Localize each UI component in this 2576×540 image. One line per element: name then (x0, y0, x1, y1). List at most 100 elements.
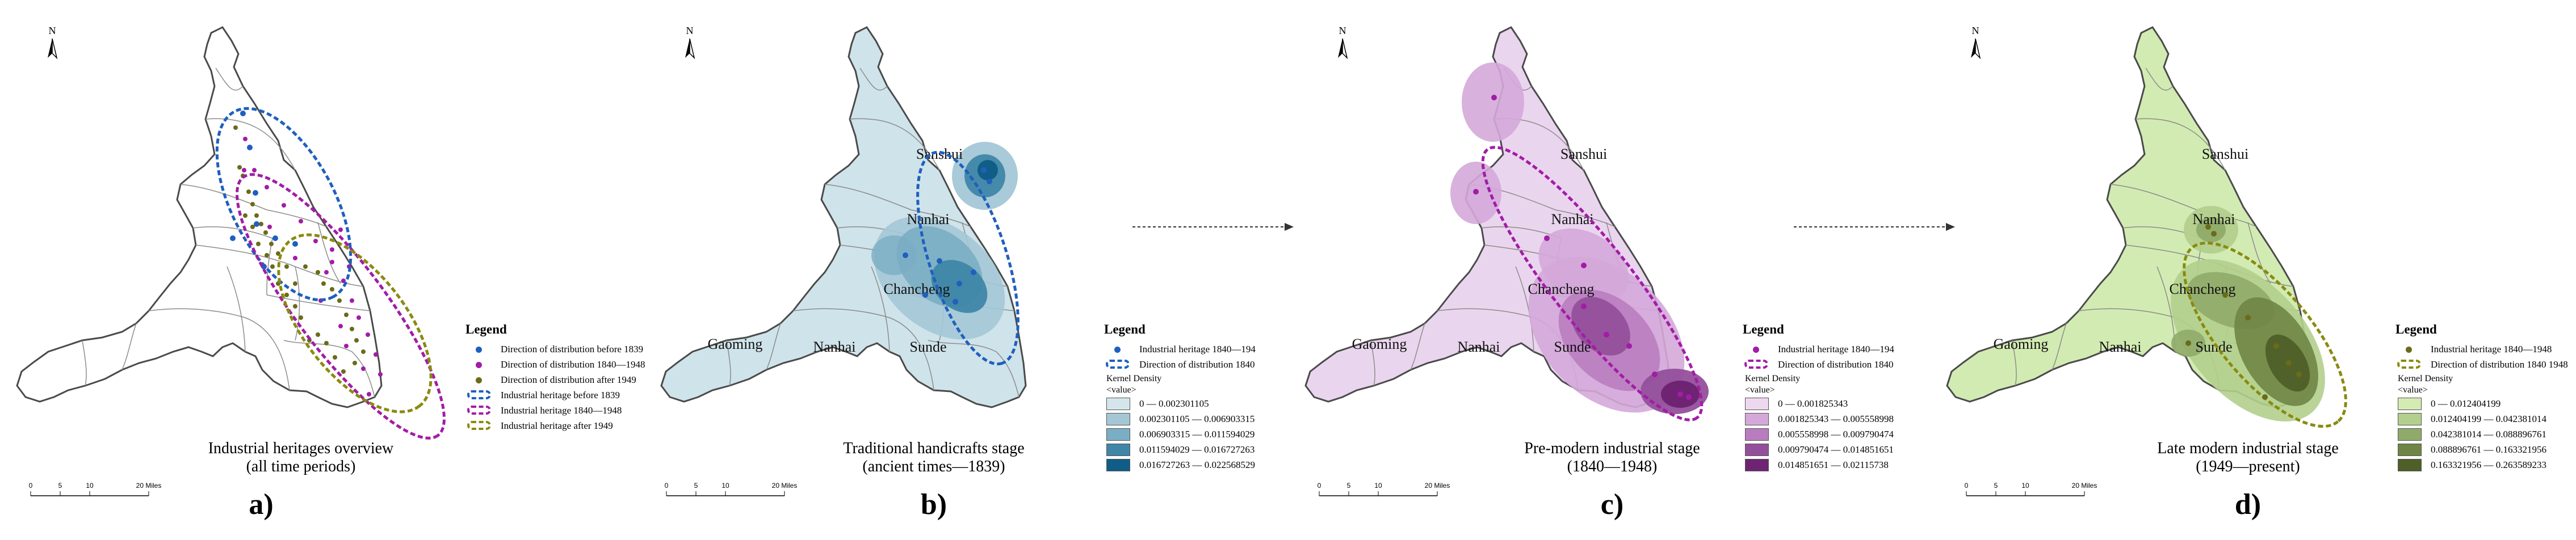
district-boundary (2135, 118, 2226, 171)
heritage-point (330, 260, 334, 264)
legend-ramp-label: 0.014851651 — 0.02115738 (1778, 459, 1889, 470)
heritage-point (367, 392, 371, 396)
panel-d-latemodern: N Sanshui Nanhai Chancheng Gaoming Nanhai Sund… (1930, 0, 2576, 540)
scale-tick-label: 0 (665, 482, 669, 490)
legend-item-label: Direction of distribution 1840 1948 (2431, 358, 2568, 370)
heritage-point (240, 111, 246, 116)
heritage-point (265, 253, 269, 258)
caption-line-2: (ancient times—1839) (862, 458, 1005, 475)
scale-tick-label: 0 (29, 482, 33, 490)
legend-item-label: Industrial heritage 1840—194 (1139, 343, 1256, 355)
district-boundary (726, 340, 731, 386)
legend-ramp-item: 0 — 0.001825343 (1743, 396, 1894, 411)
heritage-point (2211, 231, 2217, 237)
overlay-c (1473, 95, 1704, 421)
scale-tick-label: 10 (2021, 482, 2029, 490)
place-label: Sunde (910, 339, 947, 355)
district-boundary (205, 118, 296, 171)
district-boundary (792, 308, 934, 391)
kd-title: Kernel Density (1745, 374, 1801, 383)
scale-tick-label: 5 (694, 482, 698, 490)
north-label: N (1339, 25, 1346, 36)
heritage-point (350, 298, 354, 303)
legend-swatch (1743, 443, 1771, 457)
legend-ramp-label: 0.163321956 — 0.263589233 (2431, 459, 2546, 470)
heritage-point (953, 299, 958, 305)
heritage-point (374, 352, 378, 357)
district-boundary (283, 340, 375, 398)
heritage-point (265, 185, 269, 189)
panel-d-legend: Legend Industrial heritage 1840—1948 Dire… (2395, 322, 2568, 472)
direction-ellipse-after-1949 (277, 233, 433, 414)
legend-ramp-label: 0.006903315 — 0.011594029 (1139, 428, 1255, 440)
legend-item-label: Direction of distribution 1840 (1139, 358, 1255, 370)
panel-c-legend: Legend Industrial heritage 1840—194 Direc… (1743, 322, 1894, 472)
north-arrow-right (1342, 38, 1348, 60)
legend-item: Direction of distribution 1840 (1743, 357, 1894, 372)
district-boundary (295, 266, 300, 341)
legend-item: Direction of distribution 1840 1948 (2395, 357, 2568, 372)
kd-value: <value> (2398, 385, 2428, 395)
legend-item: Direction of distribution 1840 (1104, 357, 1256, 372)
heritage-point (316, 270, 320, 275)
heritage-point (922, 292, 928, 298)
legend-ramp-item: 0.009790474 — 0.014851651 (1743, 442, 1894, 457)
legend-ramp-item: 0 — 0.012404199 (2395, 396, 2568, 411)
legend-ramp-label: 0 — 0.001825343 (1778, 398, 1848, 409)
legend-ramp-item: 0.014851651 — 0.02115738 (1743, 457, 1894, 472)
heritage-point (2222, 292, 2228, 298)
heritage-point (956, 281, 962, 286)
kd-zone (871, 235, 917, 275)
scale-tick-label: 10 (86, 482, 94, 490)
north-arrow-left (1338, 39, 1342, 58)
legend-item-label: Direction of distribution before 1839 (501, 343, 644, 355)
district-boundary (266, 238, 273, 296)
heritage-point (2205, 224, 2211, 230)
heritage-point (242, 168, 246, 172)
place-label: Gaoming (1352, 336, 1407, 352)
legend-item: Industrial heritage before 1839 (465, 387, 645, 403)
heritage-point (259, 222, 263, 226)
heritage-point (2245, 315, 2251, 320)
place-label: Nanhai (813, 339, 855, 355)
legend-ellipse-icon (465, 389, 494, 402)
caption-line-1: Late modern industrial stage (2157, 440, 2339, 457)
district-boundary (82, 340, 87, 386)
caption-line-1: Industrial heritages overview (208, 440, 394, 457)
heritage-point (361, 349, 366, 354)
heritage-point (981, 167, 987, 173)
north-label: N (686, 25, 694, 36)
panel-c-letter: c) (1600, 488, 1624, 521)
heritage-point (284, 264, 289, 269)
heritage-point (353, 361, 357, 365)
north-label: N (1972, 25, 1979, 36)
scale-bar-graphic: 0 5 10 20 Miles (1318, 482, 1450, 496)
heritage-point (1686, 394, 1692, 400)
heritage-point (313, 239, 318, 243)
heritage-point (267, 225, 272, 229)
district-boundary (180, 184, 327, 227)
heritage-point (1604, 332, 1609, 338)
legend-swatch (1743, 412, 1771, 426)
legend-ellipse-icon (1743, 358, 1771, 372)
place-label: Chancheng (1528, 281, 1595, 297)
panel-c-caption: Pre-modern industrial stage (1840—1948) (1453, 440, 1771, 476)
panel-b-legend: Legend Industrial heritage 1840—194 Direc… (1104, 322, 1256, 472)
overview-layers (215, 107, 446, 440)
heritage-point (337, 298, 342, 303)
district-boundary (226, 266, 246, 352)
heritage-point (1652, 372, 1658, 377)
legend-swatch (1104, 397, 1132, 411)
heritage-point (1491, 95, 1497, 100)
legend-dot-icon (465, 373, 494, 387)
heritage-point (316, 332, 320, 337)
legend-dot-icon (465, 343, 494, 356)
kernel-density-title: Kernel Density <value> (2398, 373, 2568, 396)
panel-c-premodern: N Sanshui Nanhai Chancheng Gaoming Nanhai Sund… (1289, 0, 1924, 540)
district-boundary (1410, 323, 1425, 370)
north-arrow-left (48, 39, 52, 58)
district-boundary (1515, 266, 1534, 352)
map-basemap (16, 26, 383, 408)
heritage-point (293, 281, 297, 286)
